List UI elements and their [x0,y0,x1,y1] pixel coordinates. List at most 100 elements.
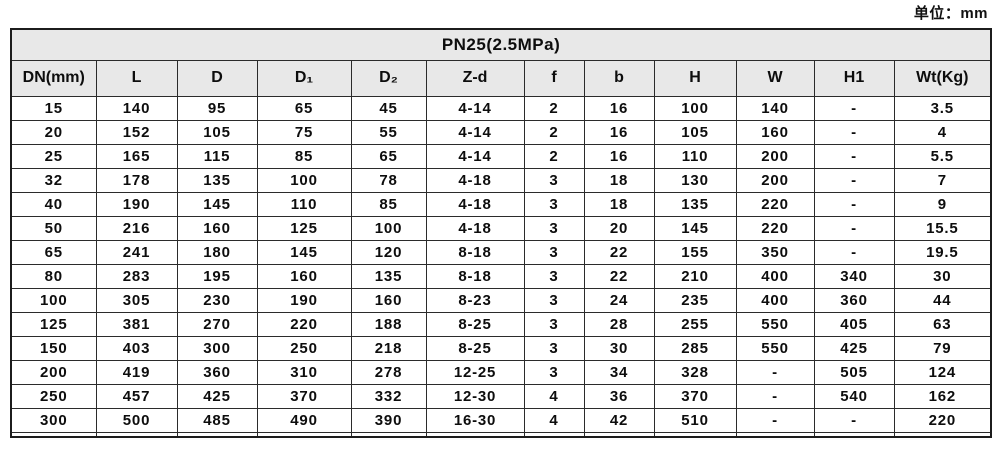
table-cell: 115 [176,143,258,169]
table-cell: 7 [893,167,992,193]
table-cell: 4-18 [425,215,525,241]
table-cell: 285 [653,335,737,361]
table-cell: 85 [256,143,352,169]
table-cell: 4-18 [425,167,525,193]
table-cell: 55 [350,119,427,145]
table-cell: 152 [95,119,178,145]
table-cell: 145 [256,239,352,265]
table-cell: 8-25 [425,335,525,361]
table-cell: 12-25 [425,359,525,385]
table-cell: 124 [893,359,992,385]
table-cell: 381 [95,311,178,337]
table-cell [256,431,352,437]
table-cell: 40 [10,191,97,217]
table-cell: 180 [176,239,258,265]
table-cell: 78 [350,167,427,193]
table-cell: 2 [523,143,585,169]
table-cell: 12-30 [425,383,525,409]
table-cell: 328 [653,359,737,385]
table-cell: 4-14 [425,95,525,121]
table-cell: 5.5 [893,143,992,169]
flange-spec-table: PN25(2.5MPa) DN(mm) L D D₁ D₂ Z-d f b H … [10,28,993,438]
table-row: 80 283 195 160 135 8-18 3 22 210 400 340 30 [10,263,992,289]
table-row: 20 152 105 75 55 4-14 2 16 105 160-4 [10,119,992,145]
table-cell: 500 [95,407,178,433]
table-cell: 135 [350,263,427,289]
table-cell: 250 [10,383,97,409]
table-cell: 160 [176,215,258,241]
table-cell: 403 [95,335,178,361]
table-cell: 250 [256,335,352,361]
table-cell: 16 [583,95,655,121]
table-cell: 8-23 [425,287,525,313]
table-cell: 255 [653,311,737,337]
table-cell: - [735,383,815,409]
table-cell: 220 [893,407,992,433]
table-cell: 310 [256,359,352,385]
table-cell: 130 [653,167,737,193]
table-cell: 3 [523,167,585,193]
table-cell: 150 [10,335,97,361]
table-cell: 3 [523,215,585,241]
table-cell: 20 [10,119,97,145]
table-cell: 305 [95,287,178,313]
table-cell: 216 [95,215,178,241]
table-cell: 4-14 [425,143,525,169]
table-cell: 100 [350,215,427,241]
table-row: 50 216 160 125 100 4-18 3 20 145 220-15.5 [10,215,992,241]
table-cell: 80 [10,263,97,289]
table-row: 32 178 135 100 78 4-18 3 18 130 200-7 [10,167,992,193]
table-cell: 485 [176,407,258,433]
table-cell: 15.5 [893,215,992,241]
table-cell: 140 [95,95,178,121]
table-cell: 540 [813,383,895,409]
table-cell: 425 [176,383,258,409]
table-cell: 3 [523,359,585,385]
table-cell: 283 [95,263,178,289]
table-cell: 28 [583,311,655,337]
table-cell: 15 [10,95,97,121]
table-cell [583,431,655,437]
table-cell [523,431,585,437]
table-cell: 75 [256,119,352,145]
table-cell: 16-30 [425,407,525,433]
table-row: 300 500 485 490 390 16-30 4 42 510- -220 [10,407,992,433]
table-cell: 19.5 [893,239,992,265]
table-cell: 155 [653,239,737,265]
table-cell: 350 [735,239,815,265]
table-cell: 32 [10,167,97,193]
table-cell: 140 [735,95,815,121]
table-cell: 100 [653,95,737,121]
column-header-h: H [653,59,737,97]
table-cell: 63 [893,311,992,337]
table-cell: 22 [583,263,655,289]
column-header-zd: Z-d [425,59,525,97]
table-cell: 30 [893,263,992,289]
table-cell: 160 [256,263,352,289]
table-cell: 16 [583,143,655,169]
table-cell: 125 [256,215,352,241]
table-cell: 190 [256,287,352,313]
table-cell: 270 [176,311,258,337]
table-cell [735,431,815,437]
table-cell: 190 [95,191,178,217]
table-cell: 24 [583,287,655,313]
table-cell: 9 [893,191,992,217]
table-cell: 419 [95,359,178,385]
table-body: 15 140 95 65 45 4-14 2 16 100 140-3.5 20 152 105 75 55… [10,95,992,437]
table-cell: - [813,95,895,121]
table-cell: 3 [523,335,585,361]
table-cell: 85 [350,191,427,217]
table-cell: 550 [735,311,815,337]
table-cell: 490 [256,407,352,433]
table-cell: - [813,407,895,433]
table-cell [653,431,737,437]
table-cell: 20 [583,215,655,241]
table-cell: - [813,215,895,241]
table-cell: 145 [653,215,737,241]
table-cell: 36 [583,383,655,409]
table-cell: 200 [735,143,815,169]
table-cell: 360 [813,287,895,313]
table-cell: 125 [10,311,97,337]
table-cell: 210 [653,263,737,289]
